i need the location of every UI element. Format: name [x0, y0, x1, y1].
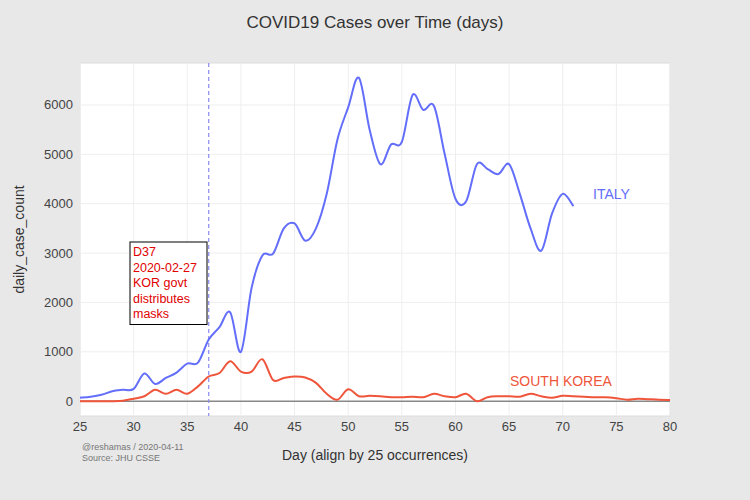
- x-tick-label: 60: [448, 419, 462, 434]
- annotation-text: D37: [133, 245, 156, 259]
- zero-line: [80, 400, 670, 402]
- x-grid-line: [401, 63, 402, 416]
- y-tick-label: 3000: [44, 246, 73, 261]
- footnote: Source: JHU CSSE: [82, 453, 160, 463]
- x-tick-label: 45: [287, 419, 301, 434]
- y-tick-label: 2000: [44, 295, 73, 310]
- y-tick-label: 4000: [44, 196, 73, 211]
- annotation-text: masks: [133, 307, 169, 321]
- y-grid-line: [80, 104, 670, 105]
- x-tick-label: 75: [609, 419, 623, 434]
- annotation-line: [208, 63, 209, 416]
- x-tick-label: 80: [663, 419, 677, 434]
- series-line: [80, 359, 670, 401]
- x-tick-label: 35: [180, 419, 194, 434]
- footnote: @reshamas / 2020-04-11: [82, 442, 184, 452]
- y-tick-label: 1000: [44, 344, 73, 359]
- y-tick-label: 5000: [44, 147, 73, 162]
- x-grid-line: [348, 63, 349, 416]
- y-tick-label: 0: [66, 394, 73, 409]
- x-grid-line: [670, 63, 671, 416]
- annotation-box: [130, 242, 207, 325]
- y-grid-line: [80, 351, 670, 352]
- annotation-text: distributes: [133, 292, 190, 306]
- x-grid-line: [455, 63, 456, 416]
- x-tick-label: 55: [395, 419, 409, 434]
- x-grid-line: [133, 63, 134, 416]
- y-axis-title: daily_case_count: [11, 185, 27, 293]
- chart: 25 30 35 40 45 50 55 60 65 70 75 80 0 1000 2000 3000 400…: [0, 0, 750, 500]
- y-tick-label: 6000: [44, 97, 73, 112]
- annotation-text: KOR govt: [133, 276, 188, 290]
- x-grid-line: [80, 63, 81, 416]
- series-line: [80, 77, 573, 397]
- x-axis-title: Day (align by 25 occurrences): [282, 447, 468, 463]
- y-grid-line: [80, 203, 670, 204]
- x-grid-line: [562, 63, 563, 416]
- series-label: ITALY: [593, 186, 630, 202]
- x-grid-line: [616, 63, 617, 416]
- x-tick-label: 50: [341, 419, 355, 434]
- title: COVID19 Cases over Time (days): [247, 13, 504, 32]
- x-tick-label: 65: [502, 419, 516, 434]
- x-tick-label: 40: [234, 419, 248, 434]
- x-tick-label: 25: [73, 419, 87, 434]
- x-grid-line: [294, 63, 295, 416]
- series-group: [80, 63, 670, 416]
- plot-area: [80, 63, 670, 416]
- background: [0, 0, 750, 500]
- x-tick-label: 30: [126, 419, 140, 434]
- x-grid-line: [240, 63, 241, 416]
- annotation-text: 2020-02-27: [133, 261, 197, 275]
- series-label: SOUTH KOREA: [510, 373, 613, 389]
- x-grid-line: [509, 63, 510, 416]
- x-tick-label: 70: [555, 419, 569, 434]
